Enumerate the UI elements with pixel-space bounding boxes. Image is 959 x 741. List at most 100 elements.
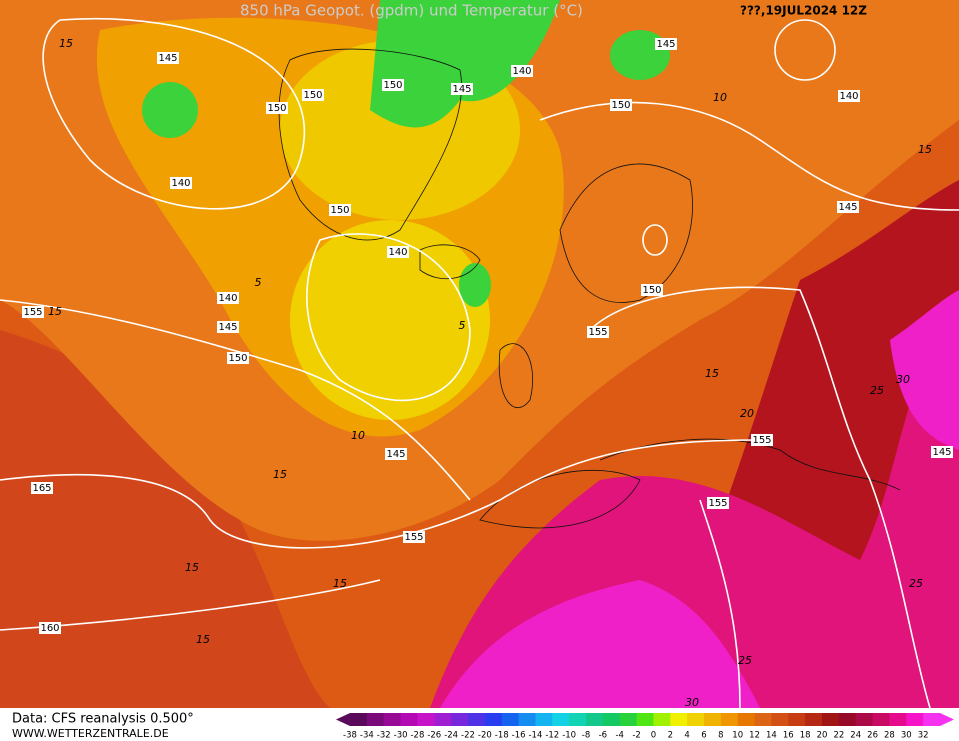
- colorbar-tick-label: -34: [360, 731, 374, 741]
- geopotential-label: 160: [40, 623, 59, 634]
- label-box: [329, 204, 351, 216]
- geopotential-label: 145: [386, 449, 405, 460]
- colorbar-tick-label: 8: [718, 731, 723, 741]
- colorbar-tick-label: 24: [850, 731, 861, 741]
- label-box: [838, 90, 860, 102]
- colorbar-tick-label: 2: [668, 731, 673, 741]
- geopotential-label: 155: [708, 498, 727, 509]
- colorbar-swatch: [737, 713, 756, 726]
- label-box: [837, 201, 859, 213]
- label-box: [217, 292, 239, 304]
- colorbar-tick-label: 18: [800, 731, 811, 741]
- geopotential-label: 145: [158, 53, 177, 64]
- temperature-label: 25: [738, 654, 752, 667]
- colorbar-swatch: [687, 713, 705, 726]
- geopotential-label: 140: [512, 66, 531, 77]
- colorbar-tick-label: -30: [394, 731, 408, 741]
- temperature-label: 5: [255, 276, 262, 289]
- colorbar-tick-label: -38: [343, 731, 357, 741]
- colorbar: -38 -34 -32 -30 -28 -26 -24 -22 -20 -18 -16 -14 -12-…: [336, 713, 954, 741]
- temperature-label: 25: [870, 384, 884, 397]
- geopotential-label: 155: [404, 532, 423, 543]
- geopotential-label: 155: [752, 435, 771, 446]
- colorbar-tick-label: 22: [833, 731, 844, 741]
- colorbar-swatch: [754, 713, 772, 726]
- temperature-label: 15: [918, 143, 932, 156]
- colorbar-swatch: [451, 713, 469, 726]
- colorbar-tick-label: 28: [884, 731, 895, 741]
- label-box: [227, 352, 249, 364]
- colorbar-tick-label: -10: [562, 731, 576, 741]
- colorbar-swatch: [855, 713, 874, 726]
- colorbar-swatch: [501, 713, 520, 726]
- colorbar-tick-label: -8: [582, 731, 590, 741]
- temperature-label: 15: [59, 37, 73, 50]
- colorbar-swatch: [434, 713, 452, 726]
- colorbar-swatch: [822, 713, 840, 726]
- colorbar-swatch: [350, 713, 368, 726]
- colorbar-swatch: [788, 713, 806, 726]
- geopotential-label: 150: [267, 103, 286, 114]
- geopotential-label: 140: [839, 91, 858, 102]
- label-box: [302, 89, 324, 101]
- temperature-label: 15: [48, 305, 62, 318]
- colorbar-swatch: [872, 713, 890, 726]
- geopotential-label: 155: [588, 327, 607, 338]
- colorbar-tick-label: -20: [478, 731, 492, 741]
- colorbar-tick-label: -6: [599, 731, 607, 741]
- colorbar-swatch: [653, 713, 671, 726]
- label-box: [751, 434, 773, 446]
- label-box: [31, 482, 53, 494]
- label-box: [266, 102, 288, 114]
- colorbar-tick-label: 16: [783, 731, 794, 741]
- colorbar-swatch: [383, 713, 402, 726]
- colorbar-tick-label: 10: [732, 731, 743, 741]
- data-source: Data: CFS reanalysis 0.500°: [12, 712, 194, 727]
- temperature-label: 15: [333, 577, 347, 590]
- colorbar-tick-label: -14: [528, 731, 542, 741]
- colorbar-tick-label: 20: [817, 731, 828, 741]
- colorbar-tick-label: -2: [632, 731, 640, 741]
- temperature-label: 15: [196, 633, 210, 646]
- colorbar-tick-label: 4: [684, 731, 689, 741]
- label-box: [641, 284, 663, 296]
- colorbar-tick-label: 0: [651, 731, 656, 741]
- temperature-label: 20: [740, 407, 754, 420]
- temperature-label: 30: [896, 373, 910, 386]
- coastlines: [278, 48, 901, 529]
- colorbar-swatch: [636, 713, 654, 726]
- label-box: [382, 79, 404, 91]
- colorbar-swatch: [670, 713, 688, 726]
- geopotential-label: 150: [611, 100, 630, 111]
- colorbar-tick-label: -24: [444, 731, 458, 741]
- label-box: [655, 38, 677, 50]
- label-box: [39, 622, 61, 634]
- geopotential-label: 140: [218, 293, 237, 304]
- temperature-label: 30: [685, 696, 699, 709]
- colorbar-end: [940, 713, 954, 726]
- colorbar-swatch: [838, 713, 857, 726]
- colorbar-swatch: [720, 713, 739, 726]
- colorbar-tick-label: -4: [615, 731, 623, 741]
- geopotential-label: 150: [228, 353, 247, 364]
- temperature-label: 10: [713, 91, 727, 104]
- temperature-label: 15: [705, 367, 719, 380]
- temperature-label: 15: [273, 468, 287, 481]
- colorbar-swatch: [771, 713, 789, 726]
- colorbar-swatch: [889, 713, 907, 726]
- colorbar-swatch: [602, 713, 621, 726]
- colorbar-tick-label: -26: [427, 731, 441, 741]
- colorbar-swatch: [518, 713, 536, 726]
- temperature-label: 10: [351, 429, 365, 442]
- label-box: [587, 326, 609, 338]
- geopotential-label: 165: [32, 483, 51, 494]
- label-box: [170, 177, 192, 189]
- colorbar-tick-label: 14: [766, 731, 777, 741]
- geopotential-label: 145: [932, 447, 951, 458]
- colorbar-swatch: [468, 713, 486, 726]
- label-box: [403, 531, 425, 543]
- label-box: [385, 448, 407, 460]
- colorbar-tick-label: -28: [410, 731, 424, 741]
- geopotential-label: 150: [303, 90, 322, 101]
